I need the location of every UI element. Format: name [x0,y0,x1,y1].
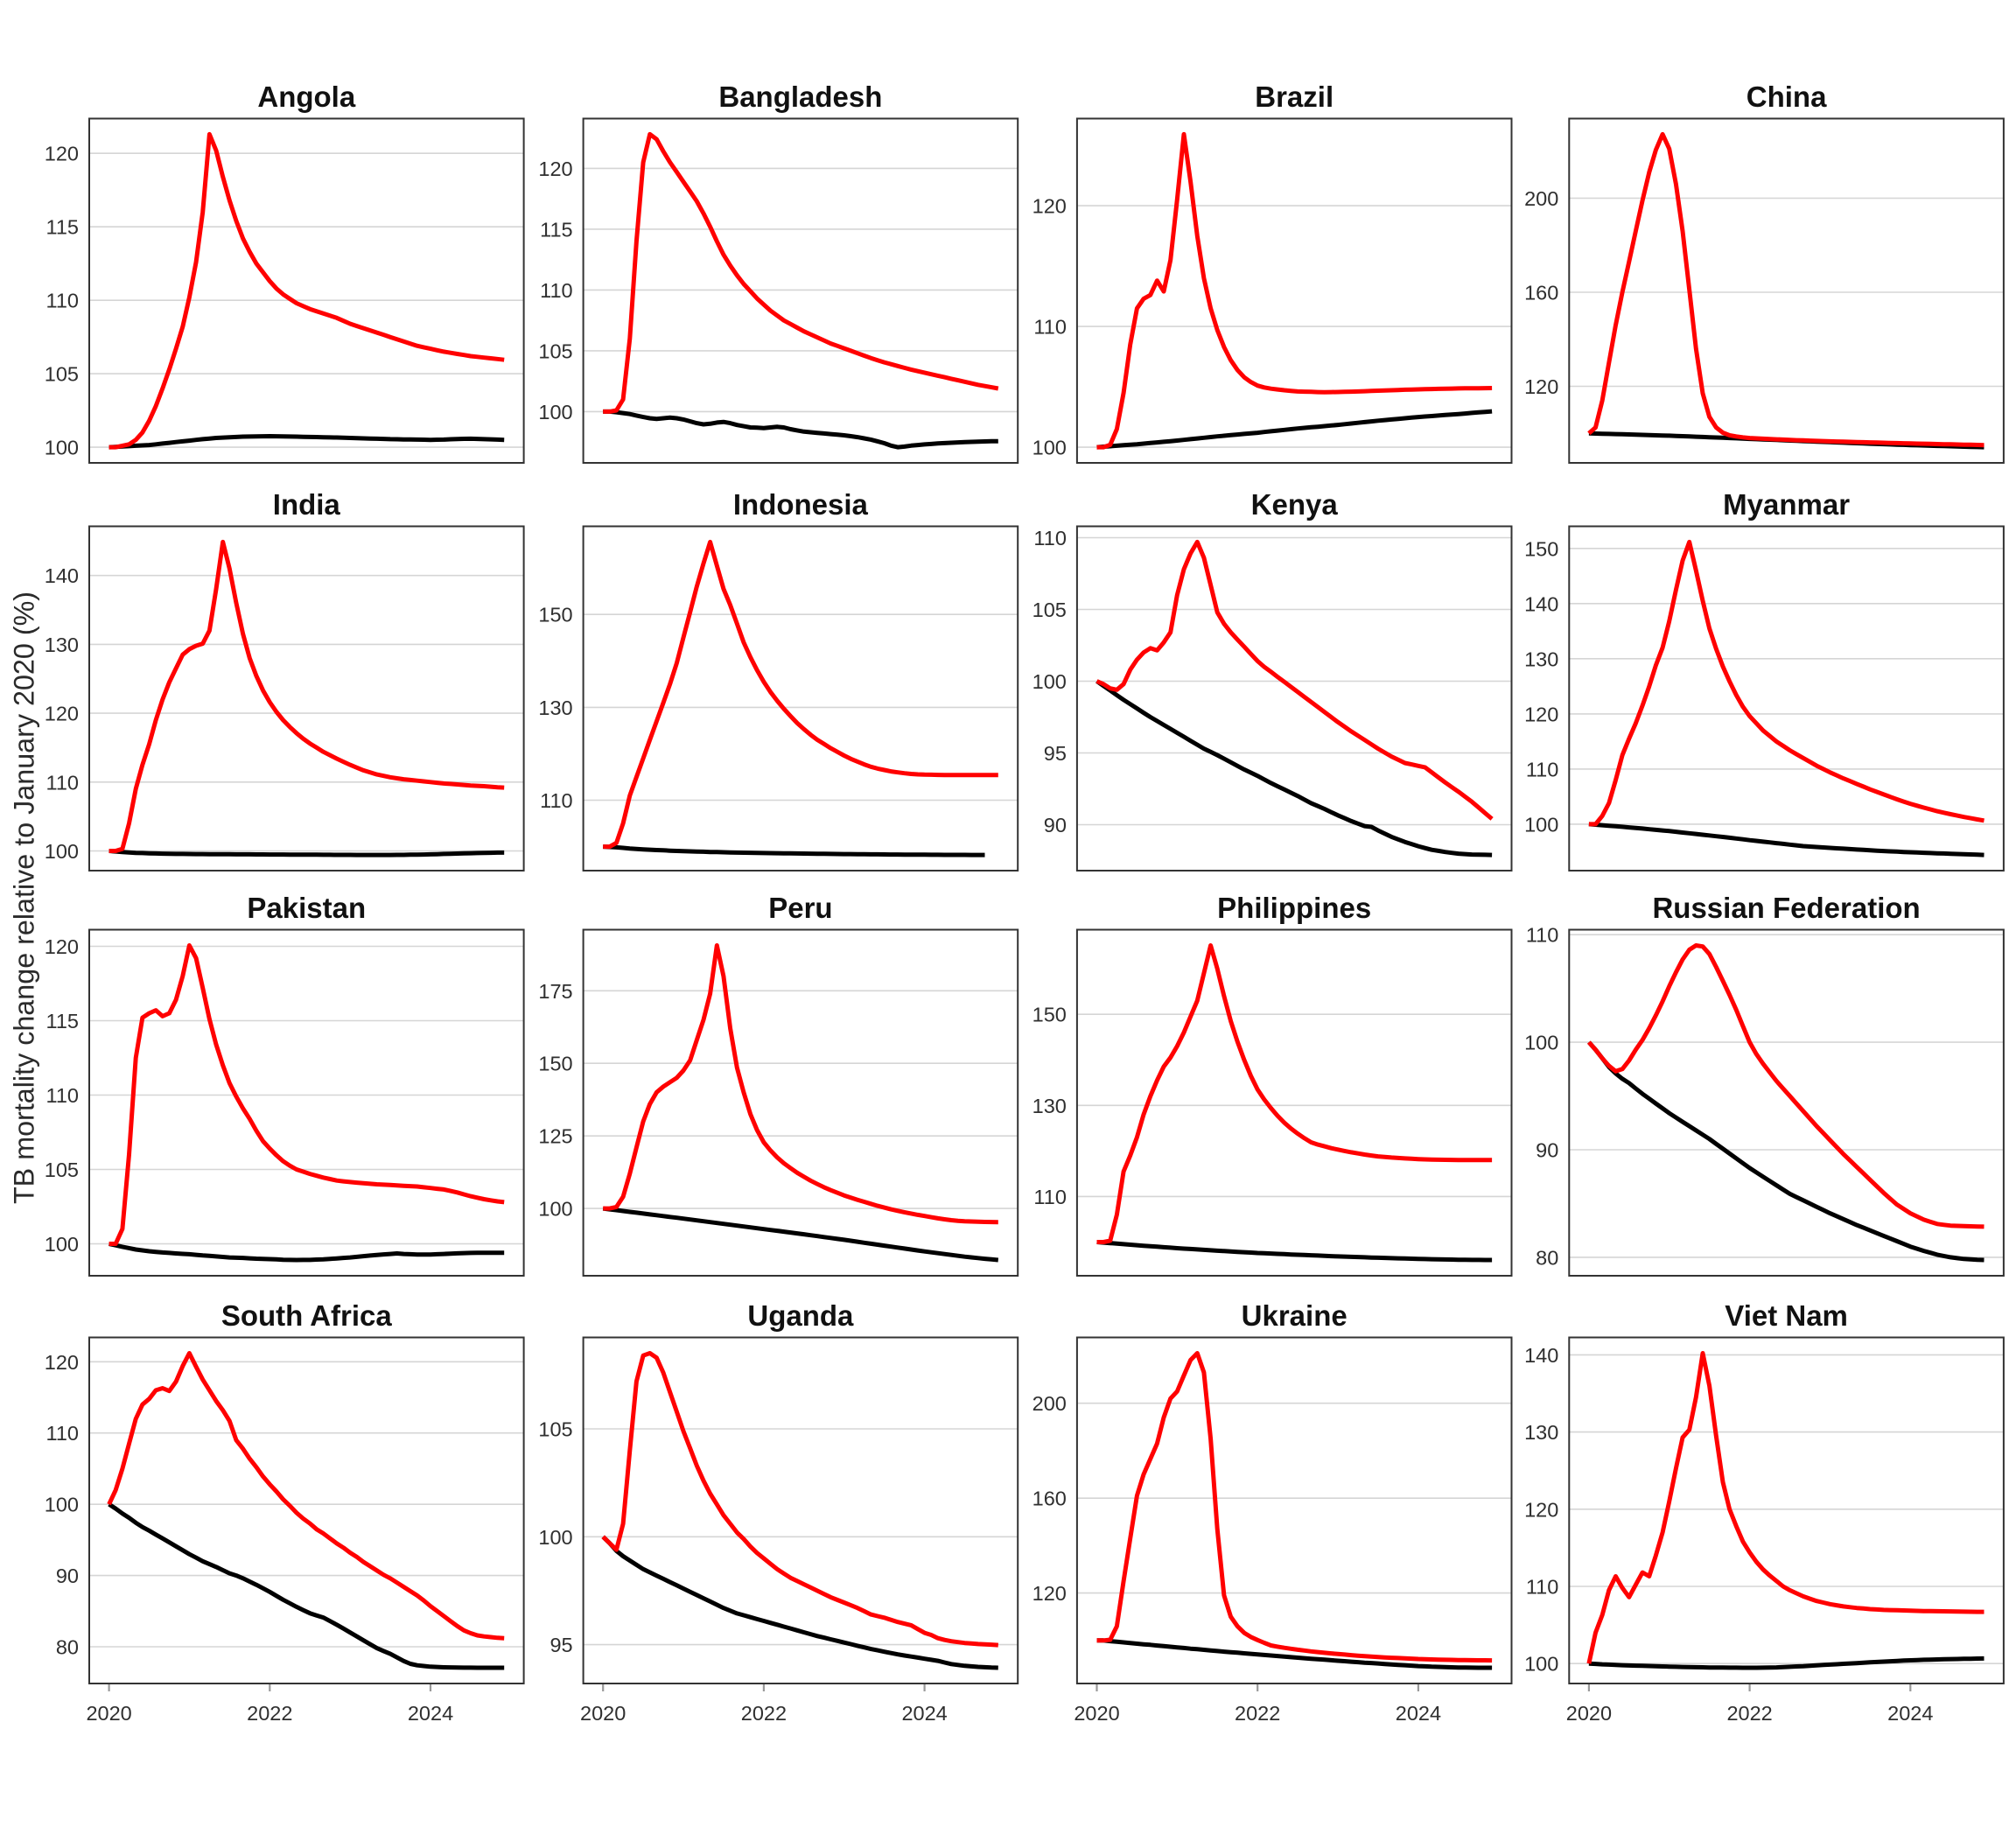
svg-text:110: 110 [1526,758,1558,780]
svg-text:Indonesia: Indonesia [733,488,869,521]
svg-text:100: 100 [1524,1653,1558,1676]
svg-text:140: 140 [45,564,79,587]
svg-text:2020: 2020 [1566,1702,1612,1725]
svg-text:95: 95 [550,1634,572,1656]
svg-text:2022: 2022 [741,1702,787,1725]
svg-text:100: 100 [538,401,572,424]
svg-text:80: 80 [1536,1246,1558,1269]
svg-text:120: 120 [45,1351,79,1374]
svg-text:100: 100 [45,437,79,459]
svg-text:2022: 2022 [1726,1702,1772,1725]
svg-text:2022: 2022 [1235,1702,1280,1725]
svg-text:130: 130 [45,634,79,656]
svg-text:105: 105 [538,1418,572,1441]
svg-text:110: 110 [46,771,79,794]
svg-text:100: 100 [45,1494,79,1516]
svg-text:2020: 2020 [580,1702,626,1725]
svg-text:TB mortality change relative t: TB mortality change relative to January … [9,592,40,1204]
svg-text:200: 200 [1032,1392,1067,1415]
svg-text:90: 90 [1536,1139,1558,1162]
svg-text:115: 115 [540,218,572,241]
svg-text:90: 90 [56,1564,79,1587]
svg-text:2020: 2020 [86,1702,131,1725]
svg-text:2024: 2024 [408,1702,453,1725]
svg-text:175: 175 [538,980,572,1003]
svg-text:200: 200 [1524,187,1558,210]
svg-text:120: 120 [1524,1498,1558,1521]
svg-text:105: 105 [45,363,79,386]
svg-text:100: 100 [1032,437,1067,459]
svg-text:110: 110 [46,290,79,312]
svg-text:South Africa: South Africa [221,1299,393,1332]
svg-text:2024: 2024 [1887,1702,1933,1725]
svg-text:Pakistan: Pakistan [247,892,366,924]
svg-text:120: 120 [45,703,79,725]
svg-text:130: 130 [1524,1421,1558,1444]
svg-text:Bangladesh: Bangladesh [718,80,882,113]
svg-text:110: 110 [540,789,572,812]
svg-text:110: 110 [1526,1576,1558,1599]
svg-text:100: 100 [538,1526,572,1549]
svg-text:130: 130 [1032,1095,1067,1117]
svg-text:110: 110 [46,1422,79,1445]
svg-text:110: 110 [1033,316,1066,339]
svg-text:2024: 2024 [1396,1702,1441,1725]
svg-text:160: 160 [1032,1488,1067,1510]
svg-text:110: 110 [540,279,572,302]
svg-text:120: 120 [538,158,572,180]
svg-text:Uganda: Uganda [747,1299,854,1332]
svg-text:130: 130 [538,696,572,719]
svg-text:China: China [1746,80,1827,113]
svg-text:120: 120 [1032,195,1067,218]
svg-text:140: 140 [1524,592,1558,615]
svg-text:100: 100 [45,1233,79,1256]
svg-text:Russian Federation: Russian Federation [1652,892,1920,924]
svg-text:2020: 2020 [1074,1702,1119,1725]
svg-text:105: 105 [538,340,572,362]
svg-text:India: India [273,488,341,521]
svg-text:130: 130 [1524,648,1558,670]
svg-text:Philippines: Philippines [1217,892,1371,924]
svg-text:160: 160 [1524,282,1558,304]
svg-text:100: 100 [1524,1032,1558,1054]
svg-text:110: 110 [1526,924,1558,947]
svg-text:115: 115 [46,1010,79,1032]
svg-text:110: 110 [46,1084,79,1107]
svg-text:120: 120 [1032,1582,1067,1605]
svg-text:90: 90 [1044,814,1067,836]
svg-text:Kenya: Kenya [1251,488,1339,521]
svg-text:Brazil: Brazil [1255,80,1334,113]
svg-text:105: 105 [1032,598,1067,621]
svg-text:150: 150 [1032,1004,1067,1026]
svg-text:105: 105 [45,1158,79,1181]
svg-text:140: 140 [1524,1344,1558,1367]
svg-text:120: 120 [1524,703,1558,725]
svg-text:100: 100 [1032,670,1067,693]
svg-text:100: 100 [45,840,79,863]
svg-text:Ukraine: Ukraine [1242,1299,1348,1332]
svg-text:Peru: Peru [768,892,832,924]
svg-text:Viet Nam: Viet Nam [1725,1299,1848,1332]
svg-text:150: 150 [538,1053,572,1075]
svg-text:125: 125 [538,1125,572,1148]
svg-text:Angola: Angola [257,80,355,113]
svg-text:100: 100 [538,1198,572,1221]
svg-text:2024: 2024 [901,1702,947,1725]
svg-text:110: 110 [1033,1186,1066,1208]
svg-text:95: 95 [1044,742,1067,765]
svg-text:115: 115 [46,216,79,239]
svg-text:110: 110 [1033,527,1066,550]
svg-text:120: 120 [45,935,79,958]
svg-text:Myanmar: Myanmar [1723,488,1850,521]
svg-text:120: 120 [1524,375,1558,398]
svg-text:100: 100 [1524,813,1558,836]
svg-text:150: 150 [538,604,572,626]
svg-text:2022: 2022 [247,1702,292,1725]
svg-text:80: 80 [56,1636,79,1659]
svg-text:150: 150 [1524,537,1558,560]
svg-text:120: 120 [45,143,79,165]
